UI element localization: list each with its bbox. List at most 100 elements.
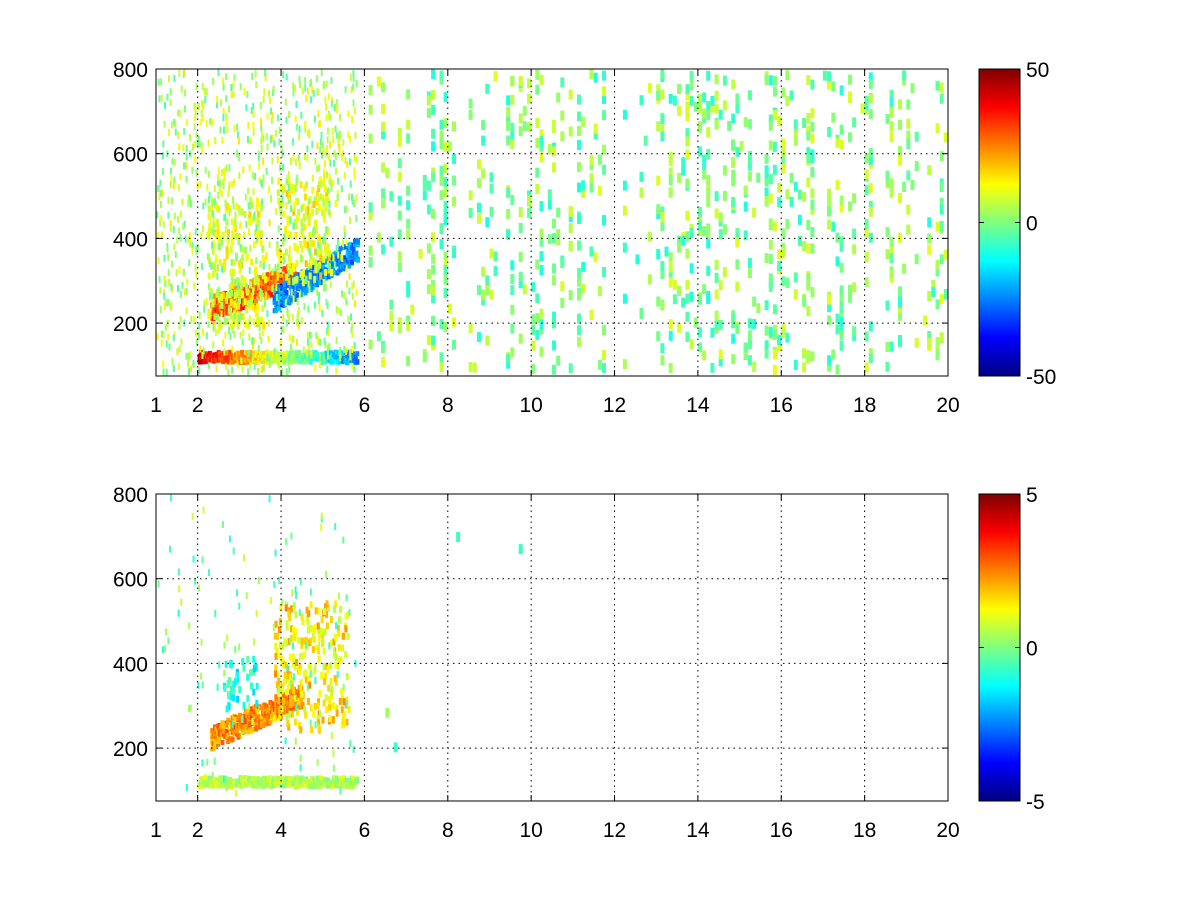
heatmap-cell [839, 139, 844, 150]
heatmap-cell [215, 254, 218, 262]
heatmap-cell [255, 708, 260, 714]
heatmap-cell [406, 218, 411, 229]
heatmap-cell [297, 154, 300, 162]
heatmap-cell [685, 90, 690, 101]
heatmap-cell [431, 253, 436, 264]
heatmap-cell [348, 272, 351, 280]
heatmap-cell [714, 119, 719, 130]
heatmap-cell [329, 159, 332, 167]
heatmap-cell [311, 776, 316, 782]
heatmap-cell [277, 306, 282, 311]
heatmap-cell [286, 664, 289, 672]
heatmap-cell [236, 123, 239, 131]
heatmap-cell [343, 225, 346, 233]
heatmap-cell [232, 547, 235, 555]
heatmap-cell [223, 126, 225, 134]
heatmap-cell [311, 632, 315, 640]
heatmap-cell [485, 275, 490, 286]
heatmap-cell [342, 698, 346, 706]
heatmap-cell [197, 135, 200, 143]
heatmap-cell [326, 243, 330, 251]
heatmap-cell [225, 317, 229, 325]
heatmap-cell [697, 294, 702, 305]
heatmap-cell [346, 632, 350, 640]
heatmap-cell [194, 155, 197, 163]
heatmap-cell [180, 85, 183, 93]
heatmap-cell [179, 173, 182, 181]
heatmap-cell [527, 78, 531, 89]
heatmap-cell [209, 216, 212, 224]
heatmap-cell [268, 719, 273, 725]
heatmap-cell [219, 126, 222, 134]
heatmap-cell [735, 103, 740, 114]
heatmap-cell [334, 250, 338, 256]
heatmap-cell [852, 228, 857, 239]
heatmap-cell [660, 124, 665, 135]
heatmap-cell [288, 111, 291, 118]
heatmap-cell [195, 131, 198, 139]
colorbar-tick-label: 50 [1026, 59, 1049, 82]
heatmap-cell [232, 223, 236, 231]
heatmap-cell [296, 694, 301, 700]
heatmap-cell [237, 238, 240, 246]
y-tick-label: 400 [113, 228, 148, 251]
heatmap-cell [262, 364, 265, 372]
heatmap-cell [161, 231, 163, 239]
heatmap-cell [157, 185, 160, 193]
heatmap-cell [200, 672, 203, 680]
heatmap-cell [685, 111, 690, 121]
heatmap-cell [335, 709, 339, 717]
heatmap-cell [321, 207, 324, 215]
heatmap-cell [232, 680, 236, 688]
heatmap-cell [317, 719, 321, 727]
heatmap-cell [864, 331, 869, 342]
heatmap-cell [785, 189, 790, 200]
colorbar-top-gradient [979, 69, 1020, 376]
heatmap-cell [280, 285, 284, 291]
heatmap-cell [286, 174, 289, 182]
heatmap-cell [240, 258, 243, 266]
heatmap-cell [568, 241, 573, 252]
heatmap-cell [233, 300, 237, 308]
heatmap-cell [256, 283, 260, 290]
heatmap-cell [481, 135, 486, 146]
heatmap-cell [283, 233, 287, 241]
heatmap-cell [291, 268, 294, 276]
heatmap-cell [254, 351, 257, 359]
heatmap-cell [285, 538, 288, 546]
heatmap-cell [325, 706, 329, 714]
heatmap-cell [443, 92, 448, 103]
heatmap-cell [245, 592, 248, 600]
heatmap-cell [752, 296, 757, 307]
heatmap-cell [223, 293, 228, 298]
heatmap-cell [810, 108, 815, 119]
heatmap-cell [283, 257, 286, 265]
heatmap-cell [622, 205, 627, 216]
heatmap-cell [351, 346, 354, 353]
heatmap-cell [268, 186, 271, 194]
heatmap-cell [348, 193, 351, 201]
heatmap-cell [898, 145, 902, 156]
heatmap-cell [238, 208, 241, 216]
heatmap-cell [351, 193, 353, 201]
x-tick-label: 2 [192, 819, 204, 842]
heatmap-cell [229, 720, 234, 726]
heatmap-cell [443, 288, 448, 298]
heatmap-cell [172, 365, 175, 372]
heatmap-cell [839, 262, 844, 273]
heatmap-cell [764, 325, 769, 336]
heatmap-cell [215, 365, 218, 373]
heatmap-cell [635, 254, 640, 265]
heatmap-top-cells [156, 69, 948, 376]
heatmap-cell [335, 622, 337, 630]
heatmap-cell [262, 322, 266, 330]
heatmap-cell [191, 241, 194, 249]
heatmap-cell [238, 602, 241, 610]
heatmap-cell [169, 224, 172, 232]
heatmap-cell [296, 783, 301, 789]
heatmap-cell [622, 180, 627, 191]
heatmap-cell [182, 144, 185, 152]
heatmap-cell [810, 204, 815, 215]
heatmap-cell [325, 114, 328, 122]
heatmap-cell [317, 724, 321, 731]
